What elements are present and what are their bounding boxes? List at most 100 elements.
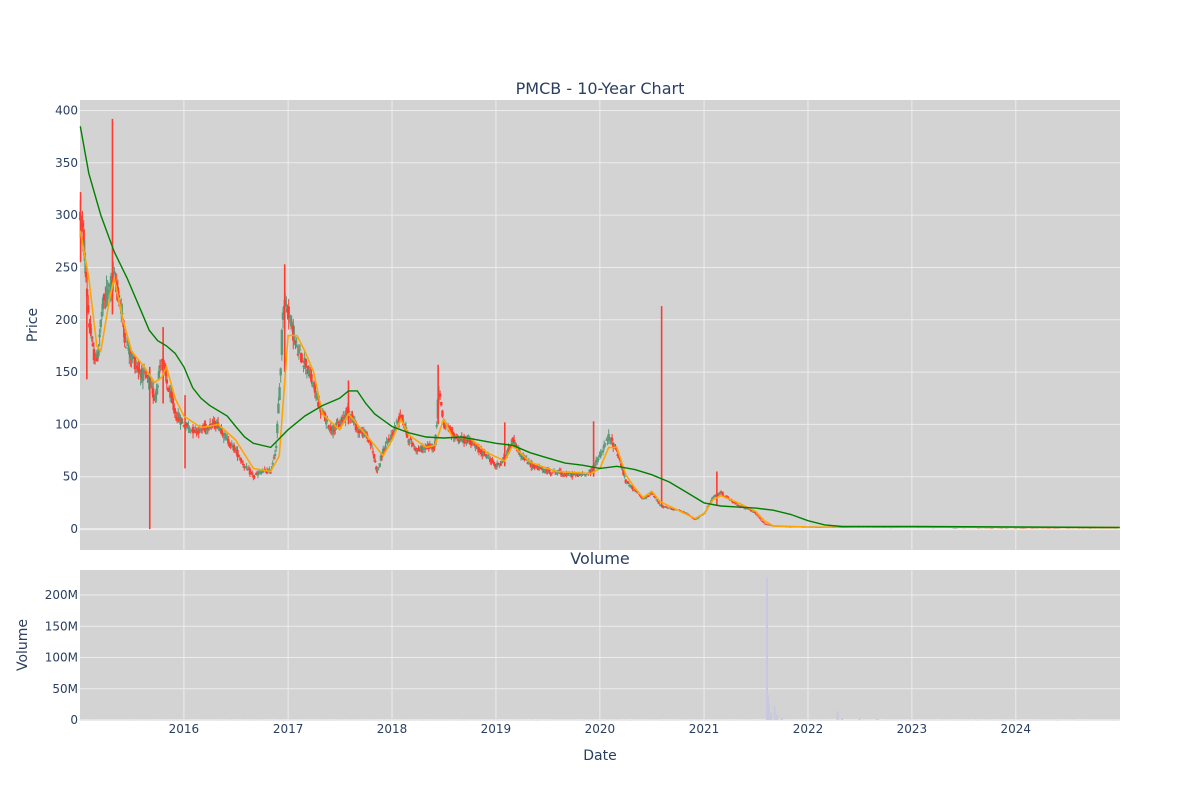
candle-body <box>274 445 278 448</box>
candle-body <box>359 431 362 432</box>
candle-body <box>758 518 762 519</box>
candle-body <box>417 448 420 452</box>
price-candle <box>256 470 260 479</box>
candle-body <box>489 459 492 463</box>
candle-body <box>293 335 296 345</box>
candle-body <box>369 440 372 446</box>
candle-body <box>277 403 280 414</box>
ma-long-line <box>79 126 1120 529</box>
candle-body <box>756 515 760 517</box>
candle-body <box>509 445 512 448</box>
candle-body <box>490 460 493 462</box>
price-candle <box>657 501 660 504</box>
volume-spike <box>876 718 879 720</box>
candle-body <box>731 500 735 503</box>
candle-body <box>261 471 264 473</box>
price-candle <box>655 498 658 501</box>
price-candle <box>236 446 239 461</box>
candle-body <box>594 459 598 464</box>
candle-body <box>107 283 110 287</box>
price-candle <box>189 428 192 434</box>
candle-body <box>656 500 659 502</box>
candle-body <box>452 433 456 438</box>
price-candle <box>173 408 177 418</box>
candle-body <box>604 443 607 445</box>
price-candle <box>90 327 93 343</box>
candle-body <box>493 463 497 467</box>
price-candle <box>533 464 536 471</box>
x-tick-label: 2019 <box>481 722 512 736</box>
candle-body <box>167 387 171 393</box>
candle-body <box>383 448 386 451</box>
price-candle <box>435 421 438 429</box>
price-candle <box>764 523 768 525</box>
candle-body <box>483 450 486 453</box>
price-candle <box>87 295 90 315</box>
candle-body <box>567 472 571 474</box>
price-candle <box>372 453 376 462</box>
candle-body <box>561 474 565 476</box>
x-tick-label: 2018 <box>377 722 408 736</box>
candle-body <box>281 312 285 320</box>
candle-body <box>484 453 487 457</box>
candle-body <box>548 469 551 472</box>
price-candle <box>97 344 100 359</box>
price-candle <box>156 383 159 395</box>
price-grid <box>80 100 1120 550</box>
price-candle <box>314 390 318 402</box>
candle-body <box>268 469 271 471</box>
price-candle <box>192 428 196 434</box>
volume-spike <box>773 706 776 720</box>
candle-body <box>181 422 184 424</box>
candle-body <box>199 429 203 431</box>
price-candle <box>138 361 141 375</box>
candle-body <box>354 421 358 431</box>
candle-body <box>433 445 436 448</box>
candle-body <box>485 455 489 459</box>
price-candle <box>756 515 760 517</box>
candle-body <box>462 436 466 443</box>
candle-body <box>396 421 400 424</box>
candle-body <box>230 443 233 445</box>
candle-body <box>276 423 279 434</box>
candle-body <box>434 434 437 446</box>
candle-body <box>315 396 319 399</box>
price-candle <box>604 442 607 447</box>
candle-body <box>80 218 83 221</box>
candle-body <box>362 430 366 437</box>
price-candle <box>371 447 375 456</box>
price-ytick-labels: 0 50 100 150 200 250 300 350 400 <box>55 103 78 536</box>
candle-body <box>527 460 531 465</box>
candle-body <box>272 457 276 459</box>
candle-body <box>477 447 481 453</box>
candle-body <box>81 223 84 227</box>
candle-body <box>749 509 753 512</box>
candle-body <box>372 454 376 459</box>
price-candle <box>412 444 416 451</box>
candle-body <box>329 426 333 431</box>
volume-axis-title: Volume <box>15 619 31 671</box>
candle-body <box>574 473 577 476</box>
candle-body <box>498 464 501 466</box>
candle-body <box>626 481 630 484</box>
candle-body <box>96 357 99 362</box>
price-ytick-label: 50 <box>63 470 78 484</box>
candle-body <box>105 288 108 301</box>
volume-spike <box>858 718 861 720</box>
price-candle <box>188 426 191 434</box>
candle-body <box>91 343 95 346</box>
candle-body <box>108 290 112 292</box>
candle-body <box>401 414 404 423</box>
candle-body <box>606 440 609 441</box>
candle-body <box>189 430 192 432</box>
candle-body <box>694 519 697 521</box>
price-candle <box>310 369 313 385</box>
candle-body <box>221 432 224 436</box>
candle-body <box>187 425 190 430</box>
price-candle <box>280 328 284 361</box>
candle-body <box>180 418 183 424</box>
price-candle <box>665 506 668 508</box>
ma-short-line <box>79 230 1120 529</box>
candle-body <box>263 468 266 471</box>
candle-body <box>665 506 668 508</box>
